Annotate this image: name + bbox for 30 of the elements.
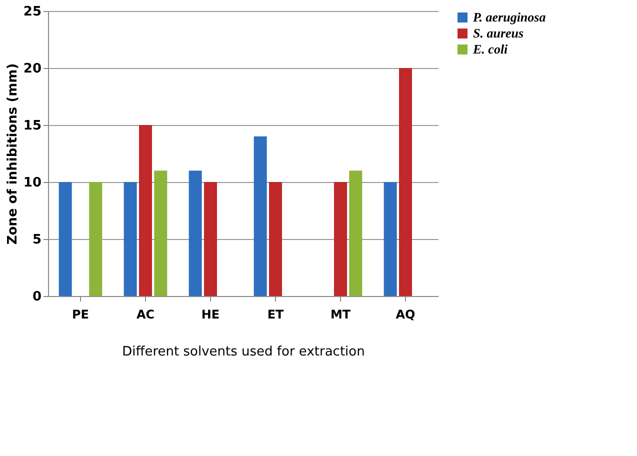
y-tick-label: 20: [23, 62, 42, 76]
y-tick-label: 0: [32, 290, 42, 304]
y-axis-title: Zone of inhibitions (mm): [5, 63, 20, 245]
bar: [58, 182, 72, 296]
bar: [399, 68, 412, 296]
x-tick-label: ET: [267, 308, 284, 322]
x-tick-label: AQ: [396, 308, 416, 322]
legend-label: E. coli: [472, 42, 508, 56]
bar: [188, 170, 202, 296]
bar: [269, 182, 282, 296]
bar: [384, 182, 397, 296]
bar: [89, 182, 102, 296]
y-tick-label: 15: [23, 118, 42, 134]
bar: [154, 170, 168, 296]
bar: [349, 170, 362, 296]
legend-label: P. aeruginosa: [473, 10, 546, 24]
bar: [334, 182, 347, 296]
legend-label: S. aureus: [473, 26, 524, 40]
bar: [254, 136, 267, 296]
y-tick-label: 25: [23, 4, 42, 20]
bar: [124, 182, 137, 296]
x-tick-label: PE: [72, 308, 89, 322]
x-tick-label: HE: [201, 308, 220, 322]
bar: [139, 125, 152, 296]
x-tick-label: MT: [330, 308, 352, 322]
bar: [204, 182, 217, 296]
x-tick-label: AC: [136, 308, 155, 322]
y-tick-label: 10: [23, 176, 42, 190]
y-tick-label: 5: [32, 232, 42, 248]
x-axis-title: Different solvents used for extraction: [122, 344, 365, 360]
